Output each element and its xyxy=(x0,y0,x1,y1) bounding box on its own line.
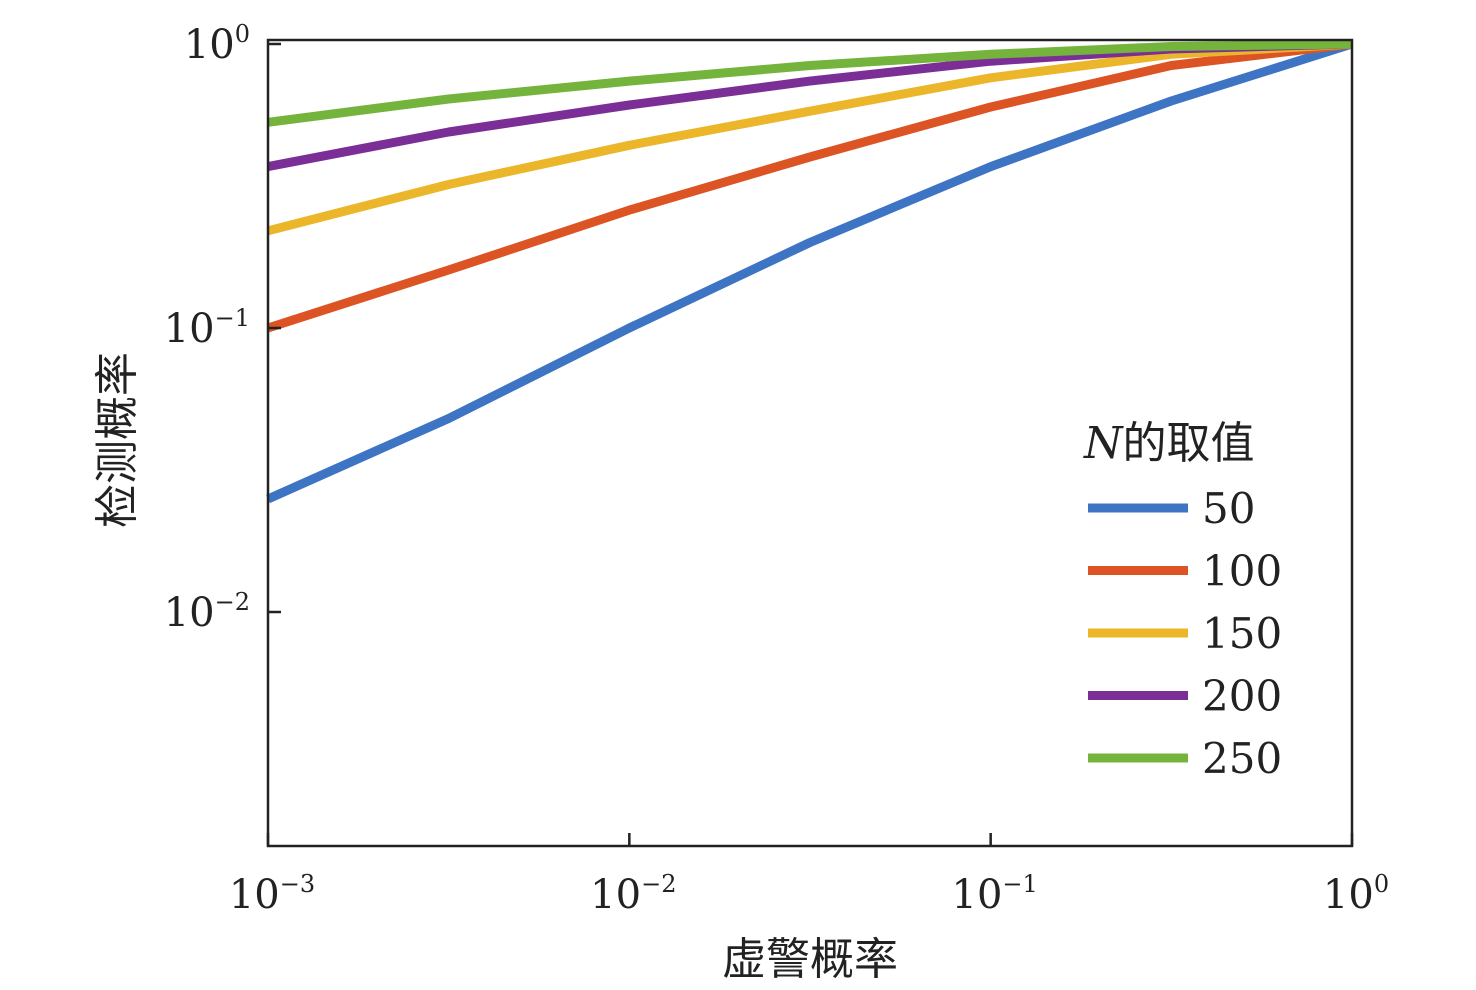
series-layer xyxy=(266,39,1354,504)
legend-label-150: 150 xyxy=(1202,609,1282,658)
legend-label-50: 50 xyxy=(1202,484,1255,533)
legend: N的取值 50 100 150 200 250 xyxy=(1083,418,1282,783)
y-tick-label-2: 100 xyxy=(184,20,250,68)
x-tick-label-0: 10−3 xyxy=(229,870,315,918)
x-tick-label-1: 10−2 xyxy=(590,870,676,918)
plot-frame xyxy=(266,38,1354,848)
legend-label-250: 250 xyxy=(1202,734,1282,783)
legend-items: 50 100 150 200 250 xyxy=(1088,484,1282,783)
y-tick-label-1: 10−1 xyxy=(164,304,250,352)
series-line-100 xyxy=(266,39,1353,333)
y-tick-label-0: 10−2 xyxy=(164,588,250,636)
x-tick-label-3: 100 xyxy=(1323,870,1389,918)
series-line-50 xyxy=(266,39,1354,504)
x-axis-title: 虚警概率 xyxy=(722,934,898,985)
legend-label-200: 200 xyxy=(1202,672,1282,721)
legend-label-100: 100 xyxy=(1202,547,1282,596)
axes-layer: 10−3 10−2 10−1 100 10−2 10−1 100 xyxy=(164,20,1389,918)
series-line-250 xyxy=(267,39,1353,127)
legend-title: N的取值 xyxy=(1083,418,1255,469)
x-tick-label-2: 10−1 xyxy=(952,870,1038,918)
y-axis-title: 检测概率 xyxy=(92,352,143,528)
series-line-150 xyxy=(266,39,1353,236)
legend-title-text: 的取值 xyxy=(1123,418,1255,469)
legend-title-variable: N xyxy=(1083,418,1124,469)
